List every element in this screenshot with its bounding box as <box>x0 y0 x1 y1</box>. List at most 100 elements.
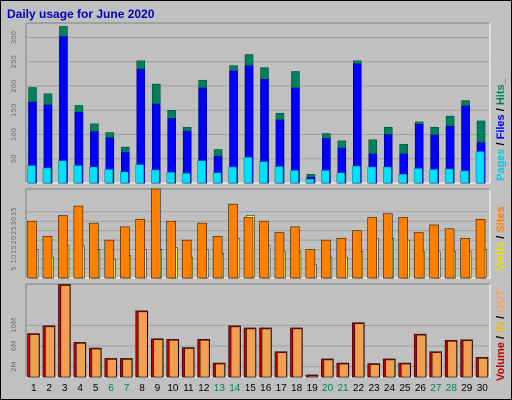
x-tick-label: 23 <box>368 383 380 394</box>
bar-visits <box>429 224 439 279</box>
bar-pages <box>212 172 222 184</box>
bar-pages <box>429 169 438 184</box>
bar-volume-out <box>292 328 303 378</box>
bar-volume-out <box>277 352 287 378</box>
legend-sites: Sites <box>495 206 507 232</box>
x-tick-label: 22 <box>353 383 365 394</box>
y-tick-label: 300 <box>10 31 18 44</box>
x-tick-label: 30 <box>477 383 489 394</box>
bar-pages <box>352 165 361 184</box>
x-tick-label: 13 <box>214 383 226 394</box>
bar-visits <box>243 217 254 279</box>
bar-pages <box>274 166 284 184</box>
y-tick-label: 10M <box>10 318 18 333</box>
x-tick-label: 4 <box>77 383 83 394</box>
y-tick-label: 150 <box>10 104 18 117</box>
x-tick-label: 25 <box>399 383 411 394</box>
bar-volume-out <box>246 328 256 378</box>
x-tick-label: 8 <box>139 383 145 394</box>
x-tick-label: 27 <box>430 383 442 394</box>
legend-sep: / <box>495 105 507 114</box>
bar-visits <box>444 228 455 279</box>
x-tick-label: 19 <box>307 383 319 394</box>
bar-pages <box>475 151 485 184</box>
bar-pages <box>58 160 67 184</box>
legend-out: OUT <box>495 289 507 313</box>
x-tick-label: 28 <box>446 383 458 394</box>
plot-area <box>26 23 490 183</box>
x-tick-label: 18 <box>291 383 303 394</box>
y-tick-label: 250 <box>10 55 18 68</box>
legend-mid: Visits / Sites <box>495 206 507 271</box>
bar-pages <box>290 170 299 184</box>
y-tick-label: 50 <box>10 154 18 163</box>
plot-area <box>26 189 490 278</box>
bar-pages <box>27 165 36 184</box>
y-tick-label: 15 <box>10 245 18 254</box>
bar-volume-out <box>153 339 163 378</box>
bar-visits <box>336 237 347 279</box>
bar-visits <box>120 226 130 279</box>
bar-visits <box>135 219 146 279</box>
legend-pages: Pages <box>495 149 507 181</box>
bar-visits <box>27 220 37 279</box>
bar-pages <box>460 170 469 184</box>
x-tick-label: 29 <box>461 383 473 394</box>
bar-pages <box>305 178 315 184</box>
bar-volume-out <box>478 358 488 378</box>
bar-pages <box>398 174 407 184</box>
bar-pages <box>228 166 237 184</box>
bar-volume-out <box>308 375 318 378</box>
bar-visits <box>290 226 300 279</box>
y-tick-label: 35 <box>10 207 18 216</box>
legend-sep: / <box>495 139 507 148</box>
bar-pages <box>120 171 129 184</box>
legend-sep: / <box>495 313 507 322</box>
bar-pages <box>73 165 83 184</box>
bar-visits <box>367 217 378 279</box>
x-tick-label: 11 <box>183 383 194 394</box>
bar-pages <box>321 170 330 184</box>
y-tick-label: 25 <box>10 226 18 235</box>
y-tick-label: 5 <box>10 266 18 270</box>
bar-visits <box>42 236 53 279</box>
bar-pages <box>166 172 175 184</box>
bar-visits <box>305 249 316 279</box>
x-tick-label: 7 <box>124 383 130 394</box>
bar-visits <box>166 220 176 279</box>
bar-visits <box>321 239 331 279</box>
bar-volume-out <box>462 340 473 378</box>
bar-volume-out <box>215 363 225 378</box>
bar-visits <box>274 232 285 279</box>
legend-bot: Volume / IN / OUT <box>495 289 507 381</box>
bar-visits <box>382 213 393 279</box>
bar-visits <box>413 232 424 279</box>
bar-visits <box>259 220 269 279</box>
x-tick-label: 1 <box>31 383 37 394</box>
bar-volume-out <box>76 343 86 378</box>
bar-pages <box>89 166 98 184</box>
bar-pages <box>197 160 206 184</box>
bar-visits <box>181 239 192 279</box>
bar-volume-out <box>107 359 117 378</box>
y-tick-label: 10 <box>10 255 18 264</box>
y-tick-label: 30 <box>10 217 18 226</box>
legend-sep: / <box>495 233 507 242</box>
x-tick-label: 14 <box>229 383 241 394</box>
x-tick-label: 3 <box>62 383 68 394</box>
bar-pages <box>382 166 392 184</box>
bar-visits <box>352 230 362 279</box>
bar-pages <box>150 169 160 184</box>
bar-volume-out <box>354 323 365 378</box>
bar-visits <box>212 236 223 279</box>
bar-files <box>353 63 362 184</box>
x-tick-label: 9 <box>155 383 161 394</box>
bar-pages <box>243 157 253 184</box>
legend-visits: Visits <box>495 242 507 271</box>
x-tick-label: 26 <box>415 383 427 394</box>
bar-volume-out <box>385 359 395 378</box>
bar-visits <box>73 205 84 279</box>
